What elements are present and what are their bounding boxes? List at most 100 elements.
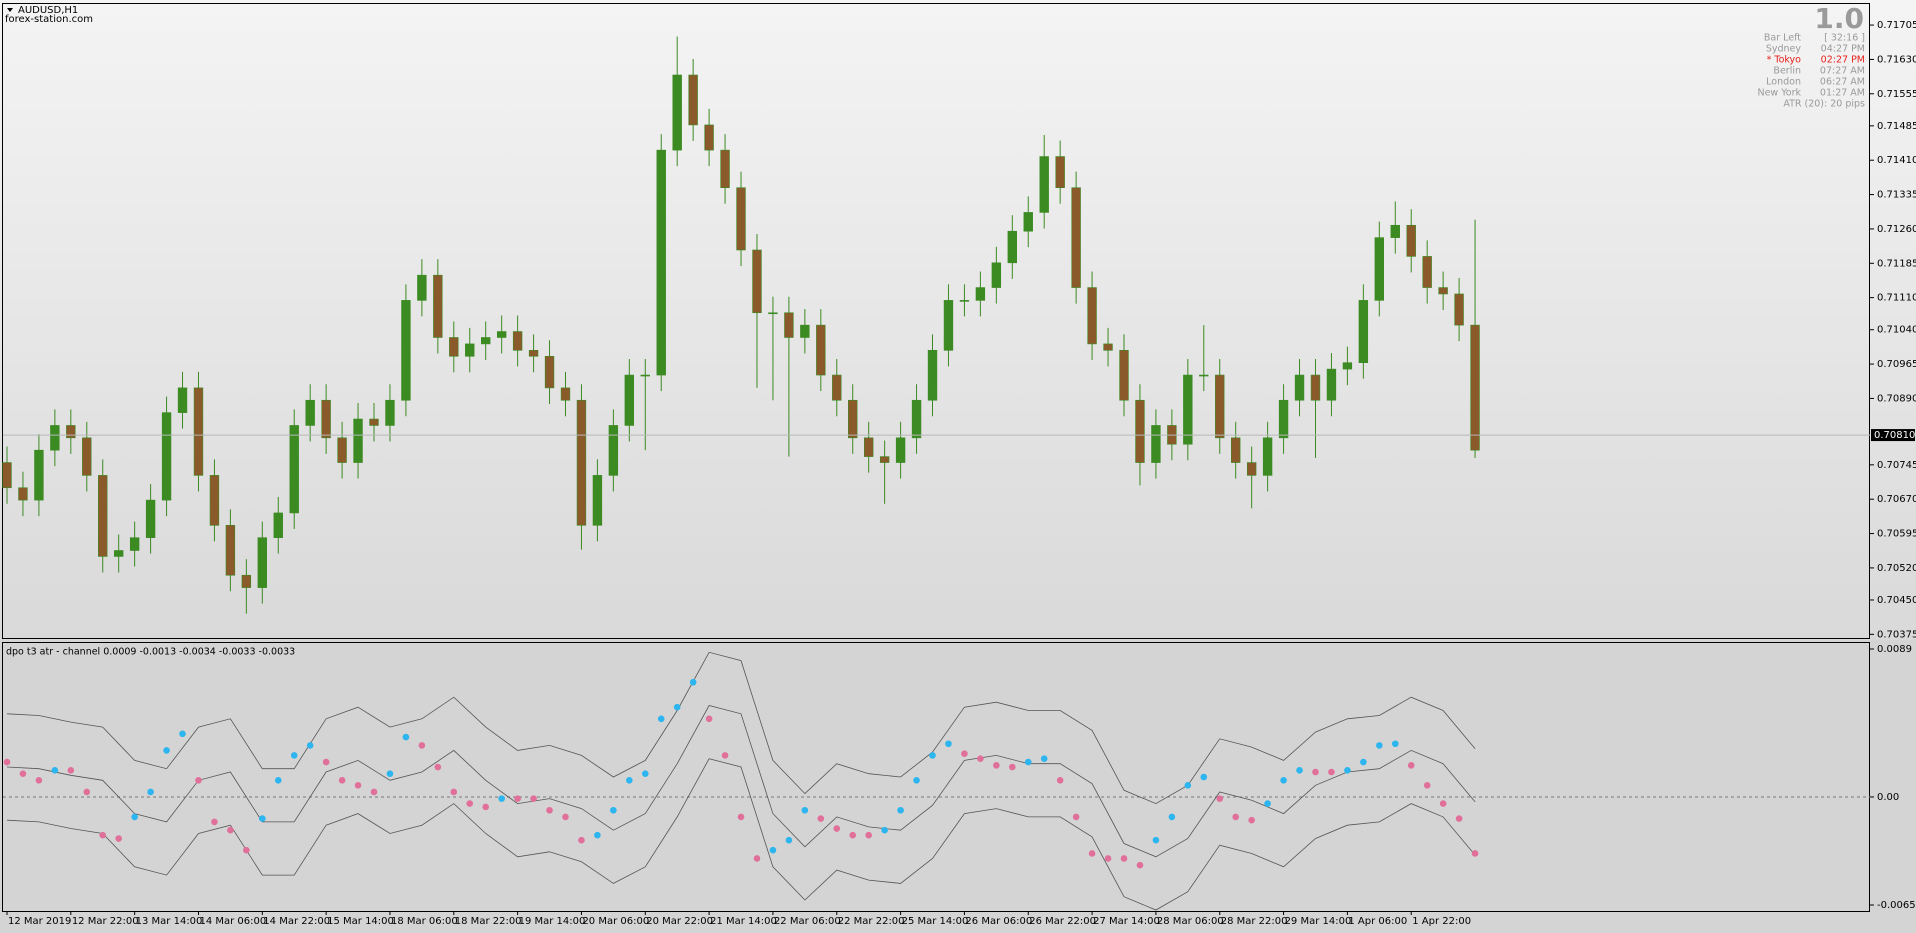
last-price-box — [1871, 429, 1915, 442]
info-label: Sydney — [1766, 44, 1802, 55]
candle-body — [114, 550, 124, 557]
indicator-dot — [1088, 850, 1096, 857]
indicator-dot — [865, 831, 872, 839]
indicator-pane-border — [2, 642, 1870, 912]
indicator-dot — [929, 752, 936, 759]
candle-body — [895, 437, 906, 463]
indicator-dot — [115, 835, 122, 842]
indicator-dot — [1056, 777, 1064, 784]
channel-line — [6, 758, 1476, 911]
indicator-dot — [1184, 782, 1192, 789]
candle-body — [481, 337, 491, 345]
info-value: 07:27 AM — [1820, 66, 1865, 77]
candle-body — [879, 456, 890, 463]
indicator-dot — [338, 777, 346, 784]
y-tick-label: 0.71555 — [1877, 89, 1916, 100]
indicator-dot — [306, 742, 314, 749]
y-tick-label: 0.00 — [1877, 792, 1899, 803]
candle-body — [1023, 212, 1033, 232]
y-tick-label: 0.71630 — [1877, 54, 1916, 65]
y-tick-label: 0.70670 — [1877, 494, 1916, 505]
candle-body — [736, 187, 746, 251]
x-tick-label: 13 Mar 14:00 — [136, 916, 203, 927]
spread: 1.0 — [1814, 2, 1864, 35]
indicator-title: dpo t3 atr - channel 0.0009 -0.0013 -0.0… — [6, 647, 295, 658]
y-tick-label: 0.0089 — [1877, 644, 1912, 655]
info-label: Bar Left — [1764, 33, 1801, 44]
main-background — [0, 0, 1916, 640]
indicator-dot — [673, 703, 681, 711]
indicator-dot — [1248, 816, 1255, 824]
x-tick-label: 19 Mar 14:00 — [519, 916, 586, 927]
x-tick-label: 12 Mar 2019 — [8, 916, 71, 927]
indicator-dot — [1232, 813, 1239, 821]
x-tick-label: 29 Mar 14:00 — [1285, 916, 1352, 927]
indicator-dot — [35, 777, 43, 784]
candle-body — [544, 355, 555, 389]
indicator-dot — [99, 831, 107, 839]
indicator-dot — [147, 788, 154, 796]
indicator-dot — [274, 777, 282, 784]
last-price-label: 0.70810 — [1874, 430, 1915, 441]
candle-body — [34, 449, 44, 501]
candle-body — [369, 418, 379, 426]
candle-body — [1326, 368, 1337, 401]
y-tick-label: 0.70450 — [1877, 595, 1916, 606]
candle-body — [943, 300, 954, 351]
indicator-dot — [801, 806, 809, 814]
candle-body — [1007, 230, 1017, 264]
indicator-dot — [1407, 762, 1415, 769]
candle-body — [528, 350, 539, 357]
candle-body — [991, 262, 1002, 288]
channel-line — [6, 705, 1476, 858]
chart-title: AUDUSD,H1 — [18, 5, 78, 16]
indicator-dot — [833, 825, 841, 832]
indicator-dot — [514, 795, 521, 802]
x-tick-label: 26 Mar 22:00 — [1029, 916, 1096, 927]
indicator-dot — [370, 788, 378, 796]
indicator-dot — [354, 782, 362, 789]
menu-arrow[interactable] — [7, 8, 13, 12]
indicator-dot — [434, 763, 442, 771]
candle-body — [768, 312, 778, 315]
candle-body — [1087, 287, 1097, 345]
indicator-dot — [578, 836, 585, 844]
y-tick-label: 0.71260 — [1877, 224, 1916, 235]
x-tick-label: 22 Mar 06:00 — [774, 916, 841, 927]
indicator-dot — [243, 846, 250, 854]
candle-body — [305, 399, 315, 426]
candle-body — [1358, 300, 1369, 363]
candle-body — [1278, 399, 1289, 439]
indicator-dot — [1328, 768, 1335, 776]
x-tick-label: 20 Mar 06:00 — [582, 916, 649, 927]
candle-body — [608, 425, 619, 476]
candle-body — [1406, 224, 1416, 257]
x-tick-label: 12 Mar 22:00 — [72, 916, 139, 927]
x-tick-label: 18 Mar 06:00 — [391, 916, 458, 927]
channel-line — [6, 651, 1476, 805]
info-value: 04:27 PM — [1821, 44, 1865, 55]
candle-body — [177, 387, 188, 413]
x-tick-label: 28 Mar 06:00 — [1157, 916, 1224, 927]
x-tick-label: 28 Mar 22:00 — [1221, 916, 1288, 927]
indicator-dot — [51, 767, 59, 774]
info-value: 01:27 AM — [1820, 88, 1865, 99]
candle-body — [321, 399, 331, 439]
x-tick-label: 1 Apr 06:00 — [1348, 916, 1407, 927]
candle-body — [193, 387, 204, 476]
candle-body — [927, 350, 938, 401]
indicator-dot — [753, 855, 761, 862]
indicator-dot — [1040, 755, 1048, 763]
candle-body — [1135, 399, 1145, 463]
indicator-dot — [163, 747, 170, 754]
indicator-dot — [817, 815, 825, 822]
indicator-dot — [1455, 815, 1463, 822]
y-tick-label: 0.71185 — [1877, 258, 1916, 269]
indicator-dot — [1312, 768, 1319, 776]
candle-body — [1438, 287, 1448, 295]
info-value: 06:27 AM — [1820, 77, 1865, 88]
indicator-dot — [530, 795, 537, 802]
x-tick-label: 14 Mar 06:00 — [199, 916, 266, 927]
candle-body — [784, 312, 794, 338]
